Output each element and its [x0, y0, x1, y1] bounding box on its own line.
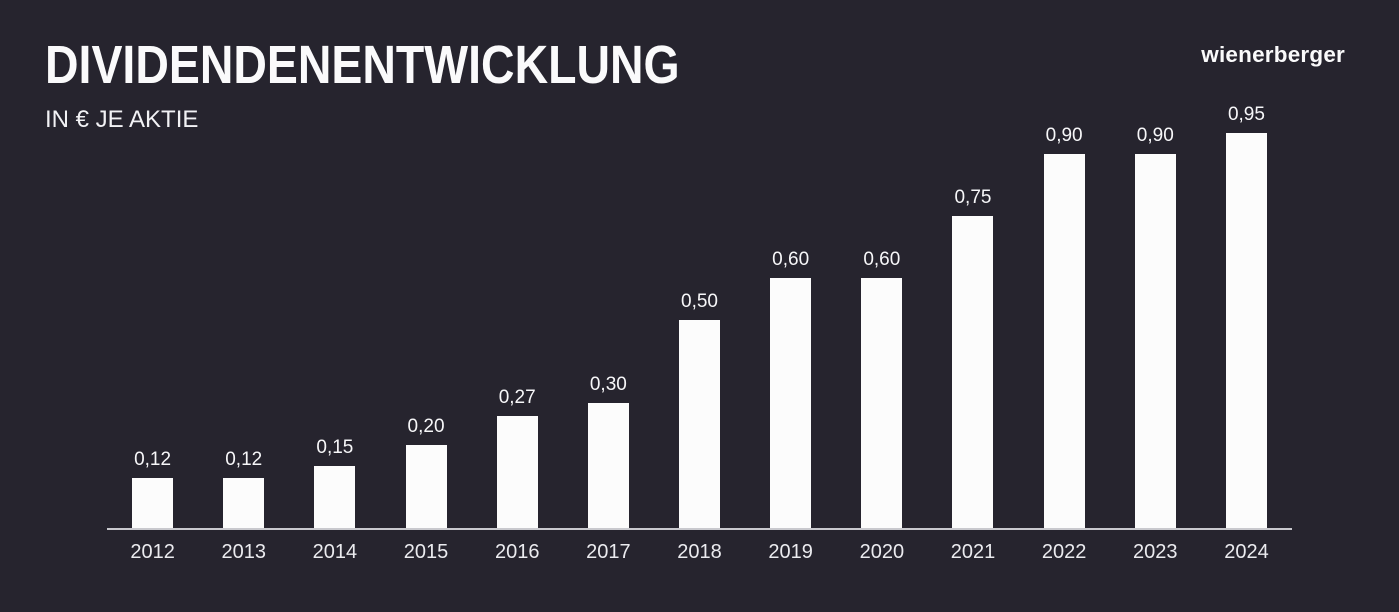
- bar-value-label: 0,20: [407, 416, 445, 437]
- x-axis-tick-label: 2015: [403, 541, 449, 563]
- x-axis-tick-label: 2013: [221, 541, 266, 563]
- page-subtitle: IN € JE AKTIE: [45, 106, 199, 133]
- bar-group-2024: 0,95: [1201, 0, 1292, 528]
- bar: [1134, 154, 1176, 528]
- x-axis-labels: 2012 2013 2014 2015 2016 2017 2018 2019 2020 2021…: [107, 541, 1292, 564]
- bar-group-2018: 0,50: [654, 0, 745, 528]
- x-axis-tick-label: 2022: [1041, 541, 1087, 563]
- bar-group-2021: 0,75: [927, 0, 1018, 528]
- x-axis-line: [107, 528, 1292, 530]
- x-axis-tick-label: 2019: [768, 541, 813, 563]
- bar-value-label: 0,27: [498, 387, 536, 408]
- bar-group-2019: 0,60: [745, 0, 836, 528]
- x-axis-tick-label: 2023: [1133, 541, 1178, 563]
- bar-value-label: 0,75: [954, 187, 992, 208]
- bar-value-label: 0,12: [134, 449, 172, 470]
- page-title: DIVIDENDENENTWICKLUNG: [45, 35, 680, 95]
- bar: [132, 478, 174, 528]
- x-axis-tick-label: 2024: [1224, 541, 1269, 563]
- bar-group-2013: 0,12: [198, 0, 289, 528]
- bar: [587, 403, 629, 528]
- x-axis-tick-label: 2020: [859, 541, 905, 563]
- bar-value-label: 0,50: [681, 291, 718, 312]
- bar: [1225, 133, 1267, 528]
- bar: [405, 445, 447, 528]
- wienerberger-logo: wienerberger: [1201, 42, 1345, 67]
- bar-value-label: 0,90: [1136, 125, 1174, 146]
- bar-value-label: 0,90: [1045, 125, 1083, 146]
- bar-value-label: 0,60: [863, 249, 901, 270]
- bar: [496, 416, 538, 528]
- bar: [314, 466, 356, 528]
- bar-group-2020: 0,60: [836, 0, 927, 528]
- bar-value-label: 0,30: [589, 374, 627, 395]
- bar-group-2023: 0,90: [1110, 0, 1201, 528]
- bar-group-2017: 0,30: [563, 0, 654, 528]
- bar-group-2012: 0,12: [107, 0, 198, 528]
- bar-value-label: 0,15: [316, 437, 354, 458]
- x-axis-tick-label: 2016: [494, 541, 540, 563]
- x-axis-tick-label: 2021: [950, 541, 996, 563]
- bar-group-2014: 0,15: [289, 0, 380, 528]
- bar: [770, 278, 812, 528]
- bar: [223, 478, 265, 528]
- bar: [679, 320, 721, 528]
- bar-group-2016: 0,27: [472, 0, 563, 528]
- bar-value-label: 0,95: [1227, 104, 1265, 125]
- bar-group-2022: 0,90: [1019, 0, 1110, 528]
- bar: [952, 216, 994, 528]
- x-axis-tick-label: 2012: [130, 541, 175, 563]
- x-axis-tick-label: 2017: [586, 541, 631, 563]
- bar: [1043, 154, 1085, 528]
- x-axis-tick-label: 2014: [312, 541, 358, 563]
- bar-value-label: 0,60: [772, 249, 810, 270]
- bar-group-2015: 0,20: [380, 0, 471, 528]
- bar-value-label: 0,12: [225, 449, 263, 470]
- x-axis-tick-label: 2018: [677, 541, 722, 563]
- bar: [861, 278, 903, 528]
- plot-area: 0,12 0,12 0,15 0,20 0,27 0,30 0,50 0,60 0,60 0,75…: [107, 0, 1292, 528]
